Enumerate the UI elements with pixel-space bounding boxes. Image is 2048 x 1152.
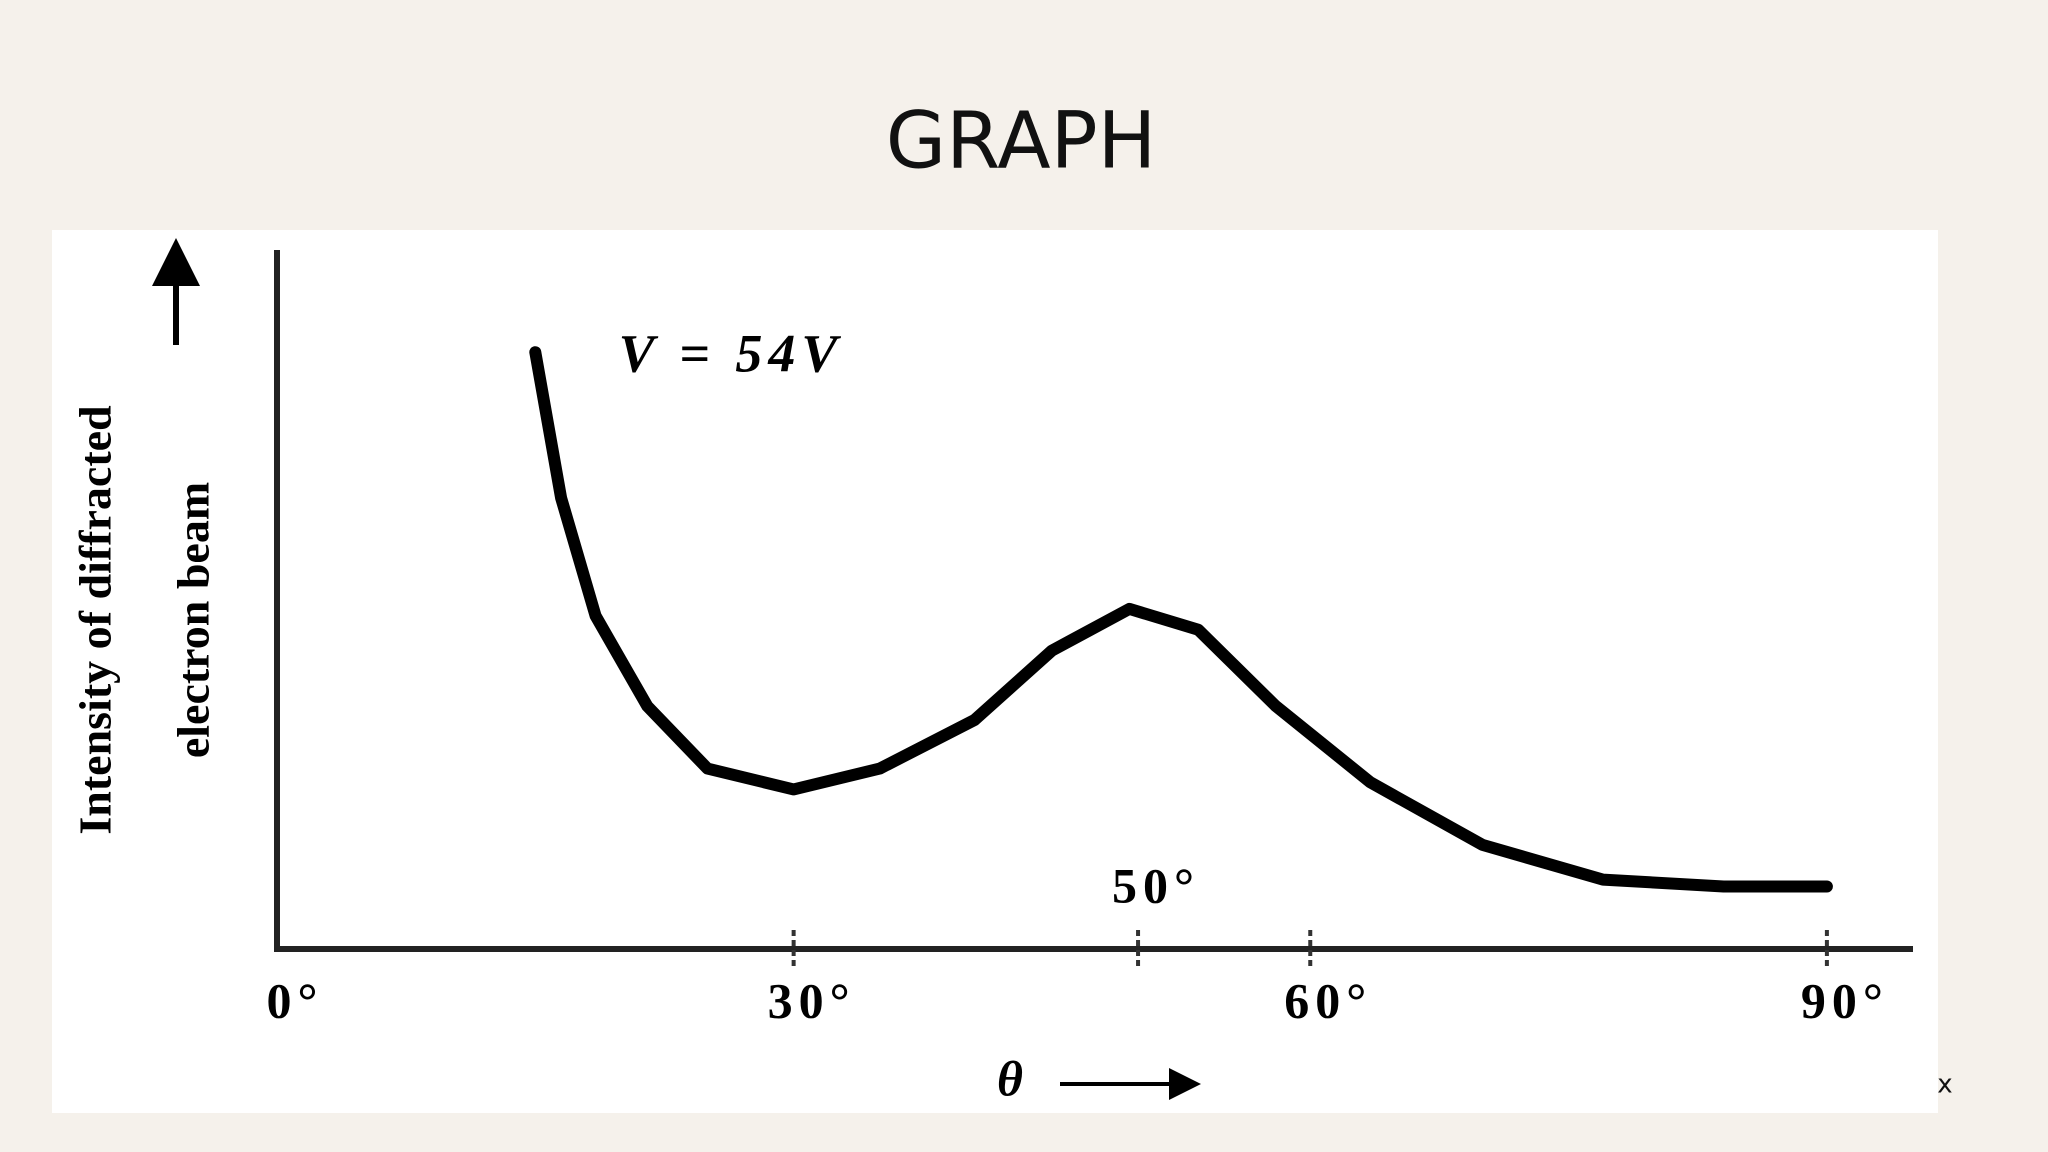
x-axis-label: θ [997, 1050, 1023, 1106]
x-tick-label: 0° [267, 972, 324, 1028]
y-axis-label: electron beam [168, 482, 219, 758]
annotation: 50° [1112, 857, 1200, 913]
slide-title: GRAPH [886, 96, 1157, 186]
data-line [529, 346, 1833, 893]
corner-mark: x [1937, 1070, 1952, 1100]
y-axis-label: Intensity of diffracted [70, 405, 121, 835]
x-tick-label: 30° [768, 972, 856, 1028]
x-tick-label: 90° [1801, 972, 1889, 1028]
chart-panel [52, 230, 1938, 1113]
annotation: V = 54V [619, 323, 844, 383]
x-tick-label: 60° [1284, 972, 1372, 1028]
